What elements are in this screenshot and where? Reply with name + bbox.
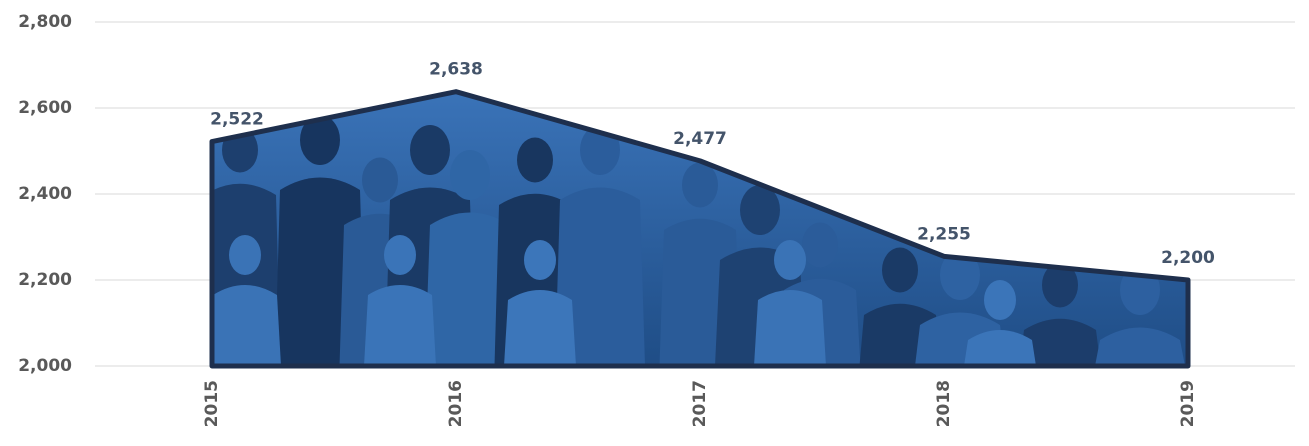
silhouette-head	[802, 222, 838, 268]
silhouette-head	[410, 125, 450, 175]
x-tick-label: 2015	[202, 380, 222, 427]
silhouette-head	[517, 137, 553, 183]
silhouette-body	[555, 187, 645, 366]
silhouette-head	[774, 240, 806, 280]
silhouette-body	[964, 330, 1036, 366]
silhouette-head	[384, 235, 416, 275]
y-tick-label: 2,400	[18, 184, 72, 204]
x-tick-label: 2016	[446, 380, 466, 427]
silhouette-head	[882, 247, 918, 293]
data-label: 2,255	[917, 224, 971, 244]
x-tick-label: 2019	[1178, 380, 1198, 427]
silhouette-body	[1095, 327, 1185, 366]
silhouette-head	[524, 240, 556, 280]
silhouette-head	[1042, 262, 1078, 308]
data-label: 2,200	[1161, 248, 1215, 268]
silhouette-body	[754, 290, 826, 366]
y-tick-label: 2,200	[18, 270, 72, 290]
silhouette-head	[940, 250, 980, 300]
x-tick-label: 2018	[934, 380, 954, 427]
data-label: 2,638	[429, 60, 483, 80]
data-label: 2,522	[210, 110, 264, 130]
y-tick-label: 2,600	[18, 98, 72, 118]
silhouette-head	[450, 150, 490, 200]
silhouette-body	[504, 290, 576, 366]
area-layer	[209, 89, 1191, 369]
silhouette-body	[425, 212, 515, 366]
area-outline	[209, 89, 1191, 369]
silhouette-body	[1019, 318, 1101, 366]
labels: 2,000 2,200 2,400 2,600 2,800 2,522 2,638 2,477…	[18, 12, 1215, 427]
silhouette-head	[740, 185, 780, 235]
data-label: 2,477	[673, 129, 727, 149]
silhouette-head	[984, 280, 1016, 320]
y-tick-label: 2,800	[18, 12, 72, 32]
silhouette-head	[362, 157, 398, 203]
silhouette-head	[300, 115, 340, 165]
silhouette-body	[212, 285, 281, 366]
silhouettes	[212, 115, 1185, 366]
y-tick-label: 2,000	[18, 356, 72, 376]
silhouette-body	[364, 285, 436, 366]
silhouette-head	[682, 162, 718, 208]
silhouette-head	[229, 235, 261, 275]
x-tick-label: 2017	[690, 380, 710, 427]
